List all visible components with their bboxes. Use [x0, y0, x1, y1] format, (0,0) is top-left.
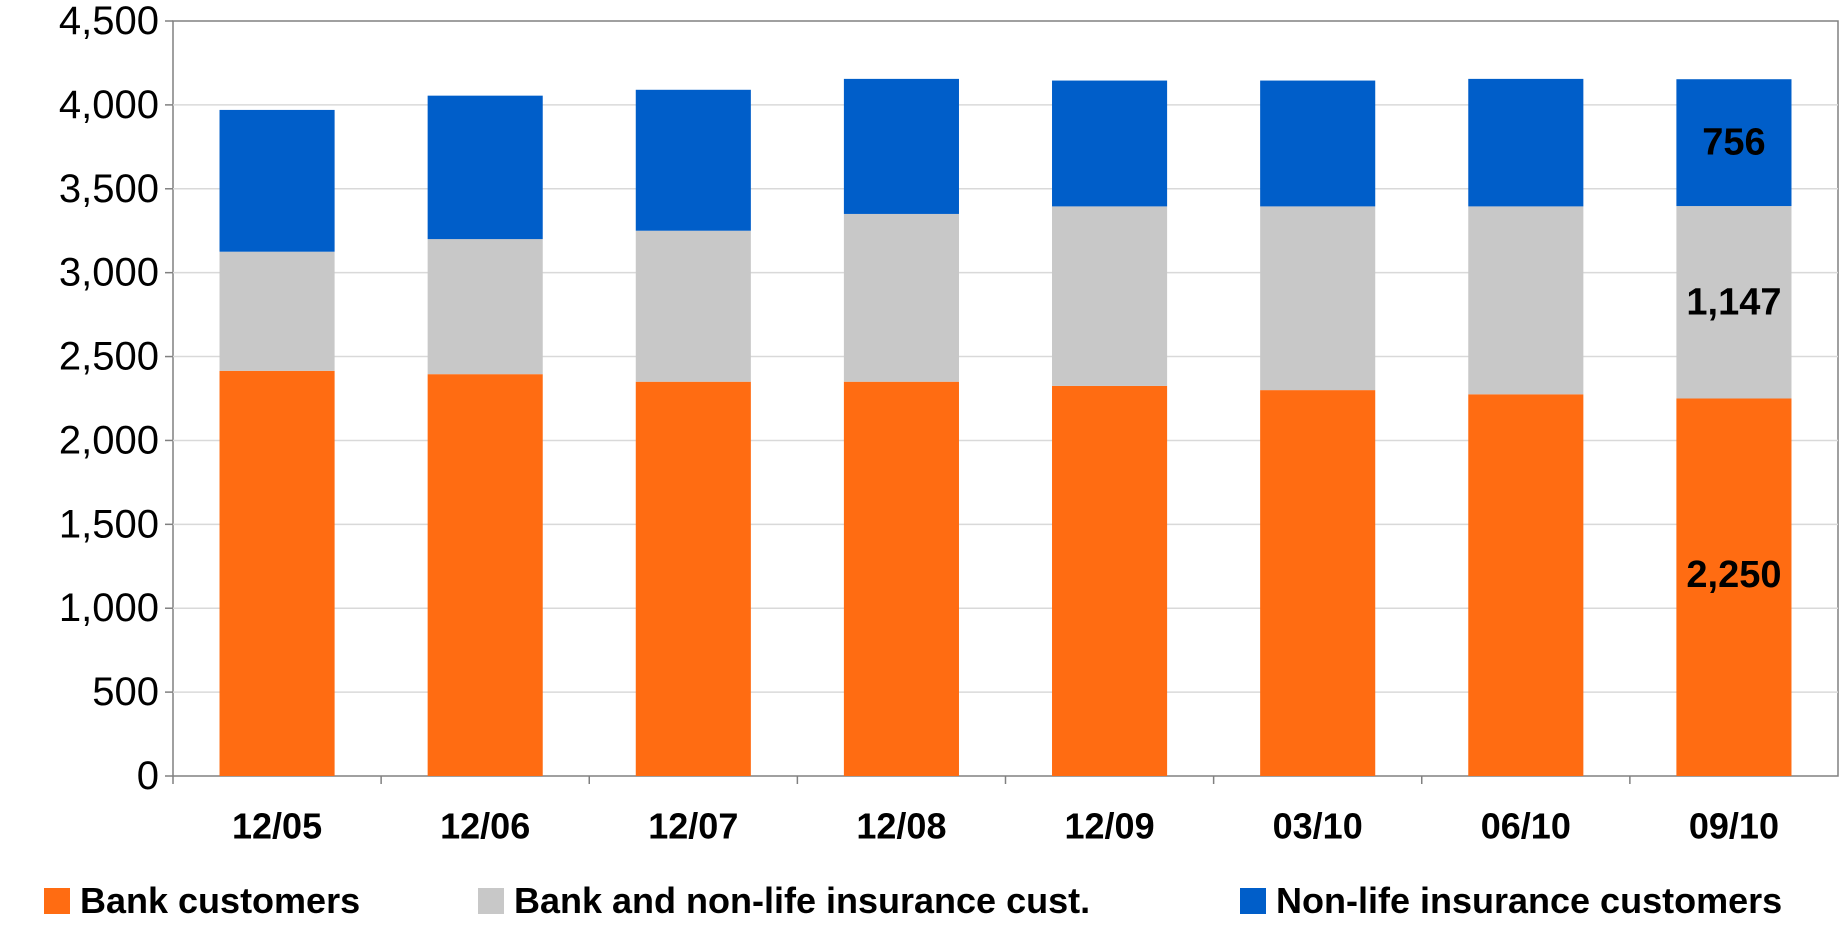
x-tick-label: 12/06	[440, 806, 530, 847]
bar-bank-and-non-life-insurance-cust	[1676, 206, 1792, 399]
bar-non-life-insurance-customers	[219, 109, 335, 252]
plot-area	[172, 20, 1839, 777]
legend-item-bank-customers: Bank customers	[44, 880, 360, 922]
x-tick-label: 12/05	[232, 806, 322, 847]
chart-legend: Bank customers Bank and non-life insuran…	[0, 880, 1840, 930]
legend-swatch-bank-customers	[44, 888, 70, 914]
stacked-bar-chart: 0 500 1,000 1,500 2,000 2,500 3,000 3,500 4,000 4…	[59, 0, 1839, 847]
y-tick-label: 2,500	[59, 335, 159, 379]
bar-bank-customers	[843, 381, 959, 776]
bar-bank-customers	[1052, 385, 1168, 776]
bar-bank-customers	[635, 381, 751, 776]
y-tick-label: 3,000	[59, 251, 159, 295]
bar-non-life-insurance-customers	[1260, 80, 1376, 207]
bar-non-life-insurance-customers	[635, 89, 751, 231]
bar-bank-and-non-life-insurance-cust	[219, 251, 335, 371]
bar-non-life-insurance-customers	[1676, 79, 1792, 207]
bar-bank-customers	[1676, 398, 1792, 776]
y-tick-label: 1,000	[59, 586, 159, 630]
bar-bank-customers	[219, 370, 335, 776]
bar-bank-customers	[1260, 390, 1376, 776]
bar-bank-customers	[427, 374, 543, 776]
bar-bank-and-non-life-insurance-cust	[843, 213, 959, 382]
bar-non-life-insurance-customers	[1052, 80, 1168, 207]
x-tick-label: 03/10	[1273, 806, 1363, 847]
y-tick-label: 0	[137, 754, 159, 798]
bar-non-life-insurance-customers	[1468, 78, 1584, 207]
x-tick-label: 06/10	[1481, 806, 1571, 847]
x-tick-label: 12/09	[1065, 806, 1155, 847]
y-tick-label: 1,500	[59, 502, 159, 546]
bar-bank-and-non-life-insurance-cust	[1468, 206, 1584, 395]
x-tick-label: 12/08	[856, 806, 946, 847]
legend-swatch-bank-and-non-life	[478, 888, 504, 914]
bar-bank-and-non-life-insurance-cust	[1052, 206, 1168, 386]
legend-label: Bank and non-life insurance cust.	[514, 880, 1091, 921]
y-tick-label: 4,500	[59, 0, 159, 43]
x-tick-label: 09/10	[1689, 806, 1779, 847]
data-label: 756	[1702, 122, 1765, 164]
y-tick-label: 500	[92, 670, 159, 714]
x-tick-label: 12/07	[648, 806, 738, 847]
legend-swatch-non-life-insurance	[1240, 888, 1266, 914]
data-label: 1,147	[1686, 281, 1781, 323]
legend-item-bank-and-non-life: Bank and non-life insurance cust.	[478, 880, 1090, 922]
y-tick-label: 3,500	[59, 167, 159, 211]
data-label: 2,250	[1686, 554, 1781, 596]
bar-non-life-insurance-customers	[843, 78, 959, 214]
y-tick-label: 4,000	[59, 83, 159, 127]
legend-item-non-life-insurance: Non-life insurance customers	[1240, 880, 1782, 922]
bar-non-life-insurance-customers	[427, 95, 543, 240]
bar-bank-and-non-life-insurance-cust	[635, 230, 751, 382]
legend-label: Bank customers	[80, 880, 361, 921]
bar-bank-and-non-life-insurance-cust	[1260, 206, 1376, 391]
bar-bank-customers	[1468, 394, 1584, 776]
bar-bank-and-non-life-insurance-cust	[427, 239, 543, 375]
legend-label: Non-life insurance customers	[1276, 880, 1783, 921]
y-tick-label: 2,000	[59, 418, 159, 462]
